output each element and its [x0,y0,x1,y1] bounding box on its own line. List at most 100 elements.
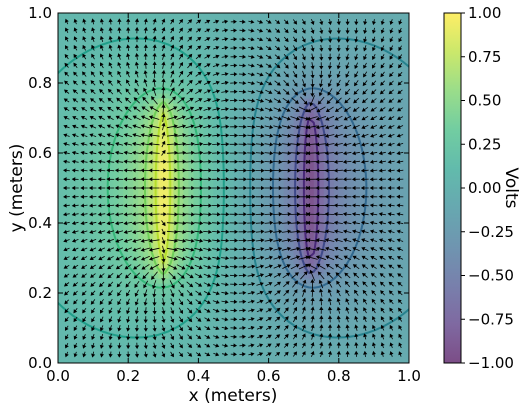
heat-cell [133,128,139,134]
heat-cell [288,53,295,59]
heat-cell [68,28,74,34]
heat-cell [148,273,154,279]
heat-cell [113,353,119,359]
heat-cell [213,23,220,29]
field-arrow [71,185,79,191]
heat-cell [203,273,210,279]
heat-cell [383,43,390,49]
heat-cell [288,338,295,344]
heat-cell [388,233,395,239]
heat-cell [63,58,69,64]
heat-cell [313,28,320,34]
heat-cell [258,253,265,259]
heat-cell [158,78,164,84]
heat-cell [238,68,245,74]
heat-cell [348,338,355,344]
heat-cell [268,198,275,204]
heat-cell [308,78,315,84]
heat-cell [303,63,310,69]
heat-cell [393,163,400,169]
heat-cell [168,333,174,339]
heat-cell [348,223,355,229]
heat-cell [308,68,315,74]
heat-cell [118,183,124,189]
heat-cell [143,253,149,259]
heat-cell [163,288,169,294]
heat-cell [203,128,210,134]
heat-cell [73,288,79,294]
heat-cell [328,288,335,294]
heat-cell [83,193,89,199]
heat-cell [288,233,295,239]
heat-cell [258,68,265,74]
heat-cell [323,178,330,184]
heat-cell [273,198,280,204]
heat-cell [358,283,365,289]
heat-cell [363,208,370,214]
heat-cell [378,78,385,84]
heat-cell [363,288,370,294]
heat-cell [353,33,360,39]
field-arrow [73,36,78,42]
heat-cell [83,58,89,64]
heat-cell [313,58,320,64]
heat-cell [198,83,205,89]
heat-cell [93,73,99,79]
heat-cell [353,233,360,239]
heat-cell [208,133,215,139]
heat-cell [68,118,74,124]
heat-cell [153,303,159,309]
heat-cell [373,138,380,144]
heat-cell [183,158,189,164]
heat-cell [58,263,64,269]
heat-cell [298,248,305,254]
heat-cell [343,18,350,24]
heat-cell [198,338,205,344]
heat-cell [388,283,395,289]
heat-cell [78,238,84,244]
heat-cell [358,323,365,329]
heat-cell [278,48,285,54]
heat-cell [148,288,154,294]
heat-cell [348,203,355,209]
heat-cell [328,268,335,274]
heat-cell [183,338,189,344]
heat-cell [318,223,325,229]
heat-cell [243,138,250,144]
heat-cell [173,43,179,49]
heat-cell [338,163,345,169]
heat-cell [338,33,345,39]
field-arrow [72,80,78,86]
heat-cell [398,178,405,184]
heat-cell [283,123,290,129]
heat-cell [398,43,405,49]
heat-cell [163,258,169,264]
heat-cell [258,128,265,134]
heat-cell [303,88,310,94]
heat-cell [93,88,99,94]
heat-cell [128,198,134,204]
heat-cell [88,333,94,339]
heat-cell [393,103,400,109]
heat-cell [58,153,64,159]
heat-cell [403,13,409,19]
heat-cell [203,248,210,254]
heat-cell [223,278,230,284]
heat-cell [253,193,260,199]
heat-cell [118,228,124,234]
heat-cell [253,188,260,194]
heat-cell [113,228,119,234]
heat-cell [353,288,360,294]
heat-cell [218,328,225,334]
heat-cell [383,278,390,284]
heat-cell [223,198,230,204]
heat-cell [68,233,74,239]
heat-cell [148,83,154,89]
heat-cell [223,313,230,319]
heat-cell [118,23,124,29]
heat-cell [328,308,335,314]
heat-cell [203,18,210,24]
heat-cell [373,288,380,294]
heat-cell [233,163,240,169]
heat-cell [163,283,169,289]
